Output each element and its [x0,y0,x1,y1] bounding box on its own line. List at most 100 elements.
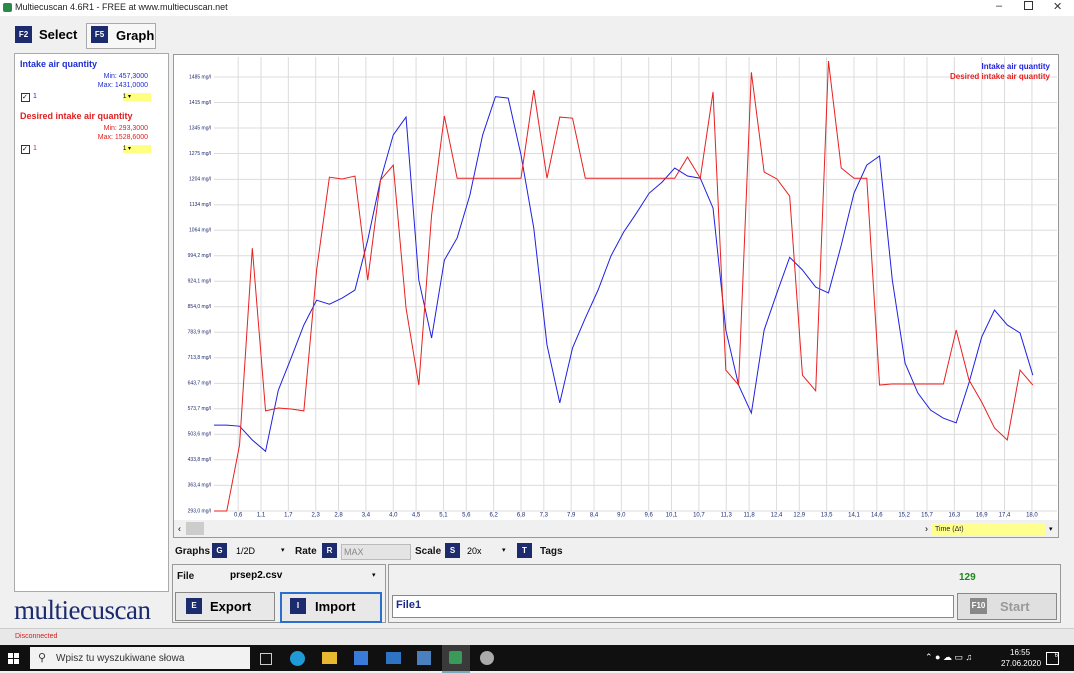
app-other[interactable] [480,651,494,665]
file-name[interactable]: prsep2.csv [230,570,283,581]
x-tick-label: 10,1 [666,513,678,519]
x-tick-label: 1,1 [257,513,266,519]
y-tick-label: 293,0 mg/l [188,508,211,514]
dropdown[interactable]: ▾ [502,547,506,554]
y-tick-label: 713,8 mg/l [188,355,211,361]
app-store[interactable] [354,651,368,665]
y-tick-label: 1275 mg/l [189,151,211,157]
y-tick-label: 573,7 mg/l [188,406,211,412]
tab[interactable]: Graph [116,28,155,43]
x-tick-label: 5,1 [439,513,448,519]
search-placeholder: Wpisz tu wyszukiwane słowa [56,653,185,664]
x-tick-label: 0,6 [234,513,243,519]
start-label: Start [1000,599,1030,614]
y-tick-label: 643,7 mg/l [188,381,211,387]
status: Disconnected [15,633,58,640]
param-check: 1 [33,93,37,100]
tab-key: F2 [15,26,32,43]
notifications[interactable]: 6 [1046,652,1059,665]
start-menu[interactable] [8,653,19,664]
series-line [214,60,1034,512]
maximize[interactable] [1024,1,1033,10]
search-box[interactable]: ⚲ Wpisz tu wyszukiwane słowa [30,647,250,669]
x-tick-label: 11,3 [721,513,733,519]
info-panel: 129 File1 F10 Start [388,564,1061,623]
app-photos[interactable] [417,651,431,665]
name-value: File1 [396,599,422,611]
export-key: E [186,598,202,614]
x-tick-label: 2,8 [334,513,343,519]
x-tick-label: 14,6 [871,513,883,519]
start-button[interactable]: F10 Start [957,593,1057,620]
name-input[interactable]: File1 [392,595,954,618]
scale-value: 1 [123,146,127,152]
x-tick-label: 5,6 [462,513,471,519]
y-tick-label: 783,9 mg/l [188,330,211,336]
x-tick-label: 9,6 [645,513,654,519]
y-tick-label: 1485 mg/l [189,74,211,80]
clock-date[interactable]: 27.06.2020 [1001,659,1042,668]
scale-key: S [445,543,460,558]
scale-select[interactable]: 1 ▾ [123,145,151,153]
y-tick-label: 1415 mg/l [189,100,211,106]
x-tick-label: 10,7 [693,513,705,519]
x-tick-label: 12,4 [771,513,783,519]
tab[interactable]: Select [39,27,78,42]
x-tick-label: 15,2 [898,513,910,519]
y-tick-label: 503,6 mg/l [188,432,211,438]
param-max: Max: 1431,0000 [97,82,148,89]
search-icon: ⚲ [38,652,47,664]
x-tick-label: 11,8 [743,513,755,519]
series-line [214,96,1034,453]
x-label-dropdown[interactable]: ▾ [1049,526,1053,533]
y-tick-label: 924,1 mg/l [188,279,211,285]
task-view[interactable] [260,653,272,665]
x-tick-label: 9,0 [617,513,626,519]
x-tick-label: 6,8 [517,513,526,519]
sidebar: Intake air quantity Min: 457,3000 Max: 1… [14,53,169,592]
param-min: Min: 457,3000 [103,73,148,80]
export-button[interactable]: E Export [175,592,275,621]
x-tick-label: 16,9 [976,513,988,519]
app-edge[interactable] [290,651,305,666]
x-tick-label: 13,5 [821,513,833,519]
scale-value[interactable]: 20x [467,546,482,556]
logo: multiecuscan [14,595,151,625]
param-name: Intake air quantity [20,59,98,69]
tray-icons[interactable]: ⌃ ● ☁ ▭ ♫ [925,652,973,662]
x-tick-label: 14,1 [848,513,860,519]
scroll-thumb[interactable] [186,522,204,535]
y-tick-label: 363,4 mg/l [188,483,211,489]
scale-select[interactable]: 1 ▾ [123,93,151,101]
x-tick-label: 6,2 [489,513,498,519]
app-mail[interactable] [386,652,401,664]
file-label: File [177,571,195,582]
import-button[interactable]: I Import [280,592,382,623]
dropdown[interactable]: ▾ [281,547,285,554]
app-icon [3,3,12,12]
import-label: Import [315,599,356,614]
app-explorer[interactable] [322,652,337,664]
scroll-left[interactable]: ‹ [178,523,181,533]
rate-select[interactable]: MAX [341,544,411,560]
window-title: Multiecuscan 4.6R1 - FREE at www.multiec… [15,2,228,12]
clock-time[interactable]: 16:55 [1010,648,1031,657]
export-label: Export [210,599,252,614]
param-name: Desired intake air quantity [20,111,133,121]
minimize[interactable]: – [996,0,1003,12]
y-tick-label: 854,0 mg/l [188,304,211,310]
rate-label: Rate [295,546,317,557]
scroll-right[interactable]: › [925,523,928,533]
scrollbar[interactable] [174,520,1058,537]
app-icon [449,651,462,664]
y-tick-label: 1204 mg/l [189,177,211,183]
graphs-value[interactable]: 1/2D [236,546,256,556]
close[interactable]: ✕ [1053,1,1063,13]
dropdown[interactable]: ▾ [372,572,376,579]
x-tick-label: 2,3 [312,513,321,519]
tags-label[interactable]: Tags [540,546,563,557]
checkbox[interactable]: ✓ [21,145,30,154]
taskbar: ⚲ Wpisz tu wyszukiwane słowa ⌃ ● ☁ ▭ ♫ 1… [0,645,1074,673]
checkbox[interactable]: ✓ [21,93,30,102]
notification-count: 6 [1054,653,1058,659]
